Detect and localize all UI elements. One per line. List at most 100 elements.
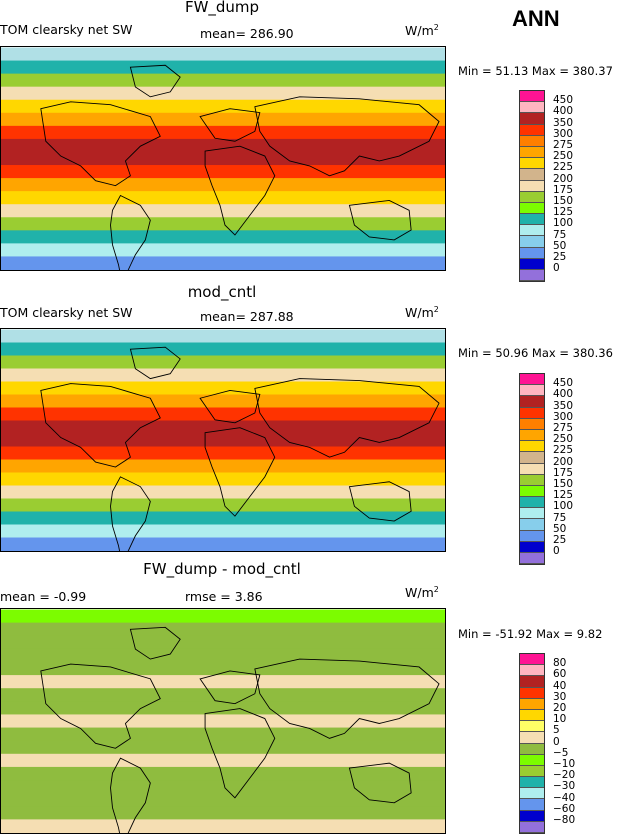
map-band: [1, 819, 445, 833]
panel-3-rmse: rmse = 3.86: [185, 589, 263, 604]
continent-outline: [110, 194, 151, 270]
panel-1-colorbar-swatch: [520, 225, 544, 237]
panel-1-colorbar-label: 50: [553, 239, 567, 252]
panel-2-units: W/m2: [405, 305, 439, 320]
panel-1-colorbar-swatch: [520, 91, 544, 103]
continent-outline: [204, 708, 276, 799]
map-band: [1, 753, 445, 768]
panel-2-colorbar-swatch: [520, 463, 544, 475]
continent-outline: [254, 96, 440, 177]
map-band: [1, 446, 445, 461]
panel-2-colorbar-swatch: [520, 553, 544, 565]
panel-3-units-base: W/m: [405, 585, 434, 601]
panel-3-colorbar-label: −20: [553, 769, 576, 782]
panel-2-colorbar-label: 200: [553, 455, 574, 468]
panel-3-colorbar-label: 0: [553, 735, 560, 748]
panel-2-colorbar-label: 100: [553, 500, 574, 513]
panel-2-colorbar-label: 50: [553, 522, 567, 535]
continent-outline: [348, 199, 412, 241]
map-band: [1, 622, 445, 637]
panel-3-mean: mean = -0.99: [0, 589, 87, 604]
panel-3-colorbar-swatch: [520, 676, 544, 688]
map-band: [1, 537, 445, 551]
panel-1-colorbar-label: 100: [553, 217, 574, 230]
panel-2-colorbar-label: 75: [553, 511, 567, 524]
panel-1-colorbar-swatch: [520, 113, 544, 125]
continent-outline: [40, 101, 161, 187]
panel-2-colorbar-label: 300: [553, 410, 574, 423]
panel-1-colorbar-swatch: [520, 236, 544, 248]
panel-2-colorbar-swatch: [520, 541, 544, 553]
panel-3-map: [0, 608, 446, 834]
panel-2-colorbar-swatch: [520, 418, 544, 430]
map-band: [1, 151, 445, 166]
panel-1-map: [0, 46, 446, 271]
panel-1-colorbar-label: 300: [553, 127, 574, 140]
panel-2-colorbar-label: 175: [553, 466, 574, 479]
panel-2-colorbar: [519, 373, 545, 566]
map-band: [1, 511, 445, 526]
panel-3-colorbar-swatch: [520, 754, 544, 766]
panel-3-colorbar-swatch: [520, 698, 544, 710]
panel-2-colorbar-swatch: [520, 485, 544, 498]
panel-2-colorbar-label: 350: [553, 399, 574, 412]
map-band: [1, 459, 445, 474]
map-band: [1, 407, 445, 422]
map-band: [1, 780, 445, 794]
panel-1-colorbar-label: 250: [553, 150, 574, 163]
panel-2-minmax: Min = 50.96 Max = 380.36: [458, 346, 613, 360]
map-band: [1, 381, 445, 396]
panel-1-colorbar-swatch: [520, 124, 544, 136]
panel-3-colorbar-label: 30: [553, 690, 567, 703]
panel-2-colorbar-label: 0: [553, 545, 560, 558]
panel-3-colorbar-label: −30: [553, 780, 576, 793]
panel-3-colorbar-label: −5: [553, 746, 569, 759]
continent-outline: [254, 658, 440, 739]
panel-1-units-exp: 2: [433, 23, 439, 32]
panel-3-colorbar-swatch: [520, 654, 544, 666]
panel-2-colorbar-label: 125: [553, 489, 574, 502]
map-band: [1, 112, 445, 127]
panel-3-colorbar-label: 20: [553, 702, 567, 714]
map-band: [1, 60, 445, 75]
panel-3-colorbar-label: 10: [553, 713, 567, 726]
continent-outline: [40, 383, 161, 468]
panel-3-colorbar-label: −60: [553, 802, 576, 815]
panel-2-units-exp: 2: [433, 305, 439, 314]
panel-2-colorbar-swatch: [520, 429, 544, 442]
continent-outline: [129, 346, 181, 380]
panel-3-colorbar-swatch: [520, 732, 544, 744]
map-band: [1, 178, 445, 192]
continent-outline: [110, 476, 151, 551]
panel-3-colorbar-label: 5: [553, 724, 560, 737]
panel-1-colorbar-swatch: [520, 169, 544, 181]
map-band: [1, 688, 445, 702]
panel-2-units-base: W/m: [405, 305, 434, 321]
continent-outline: [204, 427, 276, 517]
panel-1-colorbar-label: 350: [553, 116, 574, 129]
map-band: [1, 524, 445, 539]
continent-outline: [348, 481, 412, 522]
map-band: [1, 635, 445, 650]
panel-1-variable: TOM clearsky net SW: [0, 22, 133, 37]
panel-3-colorbar-label: −10: [553, 758, 576, 770]
map-band: [1, 806, 445, 820]
panel-3-colorbar-swatch: [520, 788, 544, 800]
map-band: [1, 714, 445, 729]
continent-outline: [40, 663, 161, 749]
panel-2-title: mod_cntl: [187, 283, 257, 301]
panel-1-colorbar-swatch: [520, 214, 544, 226]
panel-1-colorbar-label: 275: [553, 139, 574, 151]
map-band: [1, 498, 445, 513]
panel-1-colorbar-swatch: [520, 202, 544, 215]
panel-3-colorbar-swatch: [520, 810, 544, 822]
panel-3-colorbar-swatch: [520, 687, 544, 699]
map-band: [1, 86, 445, 101]
panel-1-colorbar-label: 150: [553, 195, 574, 207]
panel-3-colorbar: [519, 653, 545, 834]
panel-1-colorbar-swatch: [520, 180, 544, 192]
season-label: ANN: [512, 6, 560, 31]
panel-3-colorbar-swatch: [520, 743, 544, 755]
panel-3-colorbar-swatch: [520, 665, 544, 677]
map-band: [1, 420, 445, 435]
